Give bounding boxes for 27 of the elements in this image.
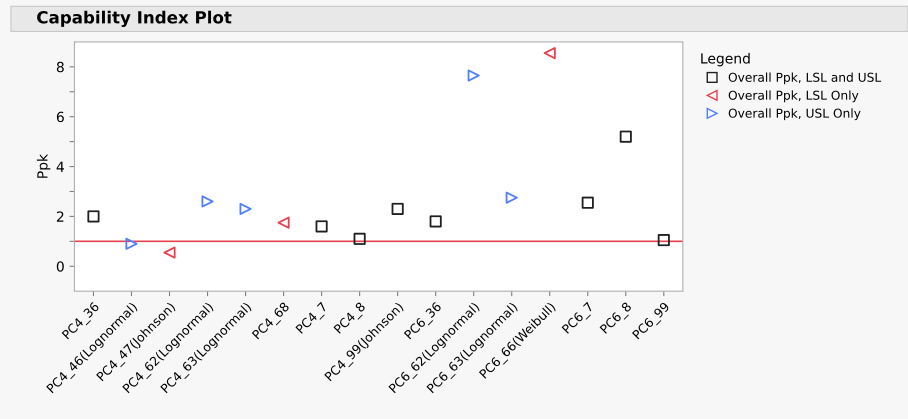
y-tick-label: 8 <box>56 62 64 72</box>
point <box>468 70 480 82</box>
point <box>278 216 290 229</box>
legend-label: Overall Ppk, USL Only <box>728 108 861 120</box>
legend-label: Overall Ppk, LSL and USL <box>728 72 882 84</box>
chart-title: Capability Index Plot <box>37 10 232 27</box>
point <box>201 195 214 208</box>
point <box>430 215 442 228</box>
legend-label: Overall Ppk, LSL Only <box>728 90 858 102</box>
y-tick-label: 0 <box>56 261 64 272</box>
point <box>392 202 404 215</box>
point <box>544 47 556 60</box>
point <box>506 192 518 204</box>
point <box>658 234 670 246</box>
y-tick-label: 6 <box>56 112 64 122</box>
point <box>87 210 100 222</box>
point <box>125 238 138 250</box>
point <box>620 130 632 143</box>
point <box>354 232 366 245</box>
point <box>163 246 176 259</box>
y-tick-label: 2 <box>56 211 64 222</box>
y-tick-label: 4 <box>56 162 64 172</box>
point <box>316 220 328 232</box>
point <box>582 196 594 209</box>
legend-title: Legend <box>701 52 750 66</box>
point <box>240 202 252 215</box>
y-axis-title: Ppk <box>36 154 50 178</box>
